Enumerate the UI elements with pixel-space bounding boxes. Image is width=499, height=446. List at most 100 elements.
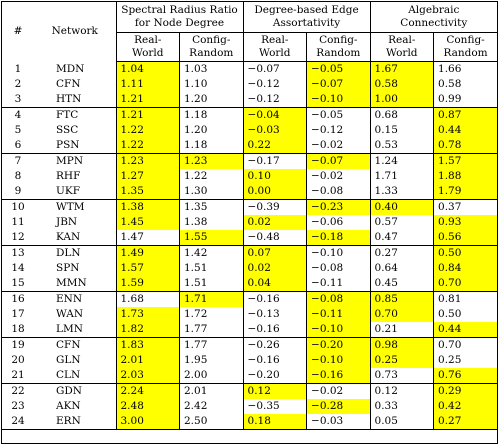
value-cell: −0.26 [242,337,307,353]
value-cell: 0.05 [369,414,434,430]
table-row: 11 JBN 1.45 1.38 0.02 −0.06 0.57 0.93 [2,215,498,230]
value-cell: 1.57 [115,261,180,276]
value-cell: 1.45 [115,215,180,230]
value-cell: 1.22 [115,123,180,138]
value-cell: 3.00 [115,414,180,430]
value-cell: 1.27 [115,169,180,184]
value-cell: 0.27 [369,245,434,261]
row-number: 12 [11,231,25,243]
value-cell: 0.53 [369,138,434,154]
network-name: GLN [56,354,81,366]
value-cell: 0.84 [433,261,498,276]
value-cell: 0.12 [242,383,307,399]
network-name: CFN [56,78,81,90]
value-cell: 1.23 [179,153,244,169]
value-cell: 0.12 [369,383,434,399]
table-row: 4 FTC 1.21 1.18 −0.04 −0.05 0.68 0.87 [2,107,498,123]
value-cell: −0.08 [306,184,371,200]
row-number: 15 [11,277,25,289]
value-cell: 1.49 [115,245,180,261]
value-cell: −0.02 [306,138,371,154]
value-cell: −0.10 [306,322,371,338]
value-cell: −0.48 [242,230,307,246]
value-cell: 0.18 [242,414,307,430]
table-row: 24 ERN 3.00 2.50 0.18 −0.03 0.05 0.27 [2,414,498,430]
value-cell: 1.04 [115,61,180,77]
value-cell: 1.71 [179,291,244,307]
network-name: SPN [56,262,80,274]
value-cell: 0.64 [369,261,434,276]
value-cell: −0.10 [306,92,371,108]
value-cell: 0.99 [433,92,498,108]
value-cell: −0.07 [242,61,307,77]
value-cell: −0.16 [242,353,307,368]
value-cell: 1.51 [179,276,244,292]
table-row: 6 PSN 1.22 1.18 0.22 −0.02 0.53 0.78 [2,138,498,154]
header-network: Network [51,25,98,38]
value-cell: −0.13 [242,307,307,322]
header-group-assortativity: Degree-based Edge Assortativity [242,2,371,33]
network-name: WAN [56,308,84,320]
network-name: MDN [56,62,85,75]
value-cell: 0.27 [433,414,498,430]
value-cell: 1.82 [115,322,180,338]
table-row: 5 SSC 1.22 1.20 −0.03 −0.12 0.15 0.44 [2,123,498,138]
table-row: 19 CFN 1.83 1.77 −0.26 −0.20 0.98 0.70 [2,337,498,353]
table-row: 3 HTN 1.21 1.20 −0.12 −0.10 1.00 0.99 [2,92,498,108]
value-cell: 1.21 [115,92,180,108]
row-number: 22 [2,383,34,399]
table-row: 23 AKN 2.48 2.42 −0.35 −0.28 0.33 0.42 [2,399,498,414]
value-cell: 1.73 [115,307,180,322]
table-body: 1 MDN 1.04 1.03 −0.07 −0.05 1.67 1.66 2 CFN 1.11 1.… [2,61,498,430]
network-name: CFN [34,337,116,353]
subheader-real-world: Real- World [242,32,307,62]
value-cell: −0.11 [306,276,371,292]
value-cell: 0.15 [369,123,434,138]
value-cell: 0.04 [242,276,307,292]
network-name: GDN [34,383,116,399]
value-cell: 0.98 [369,337,434,353]
network-name: WTM [34,199,116,215]
table-row: 18 LMN 1.82 1.77 −0.16 −0.10 0.21 0.44 [2,322,498,338]
row-number: 20 [11,354,25,366]
value-cell: 2.01 [115,353,180,368]
value-cell: −0.23 [306,199,371,215]
network-name: MMN [56,277,87,289]
value-cell: 1.35 [179,199,244,215]
table-row: 20 GLN 2.01 1.95 −0.16 −0.10 0.25 0.25 [2,353,498,368]
table-row: 16 ENN 1.68 1.71 −0.16 −0.08 0.85 0.81 [2,291,498,307]
value-cell: 0.85 [369,291,434,307]
network-name: ENN [34,291,116,307]
value-cell: −0.28 [306,399,371,414]
value-cell: 1.35 [115,184,180,200]
value-cell: 1.59 [115,276,180,292]
value-cell: 2.24 [115,383,180,399]
value-cell: 0.68 [369,107,434,123]
value-cell: 1.77 [179,337,244,353]
value-cell: 0.70 [433,337,498,353]
value-cell: −0.04 [242,107,307,123]
value-cell: 2.48 [115,399,180,414]
table-row: 1 MDN 1.04 1.03 −0.07 −0.05 1.67 1.66 [2,61,498,77]
network-name: FTC [34,107,116,123]
value-cell: 1.21 [115,107,180,123]
value-cell: 1.42 [179,245,244,261]
value-cell: −0.16 [306,368,371,384]
value-cell: 0.47 [369,230,434,246]
value-cell: 0.58 [433,77,498,92]
value-cell: −0.02 [306,169,371,184]
value-cell: −0.05 [306,107,371,123]
subheader-config-random: Config- Random [433,32,498,62]
row-number: 4 [2,107,34,123]
network-name: JBN [56,216,78,228]
value-cell: −0.12 [306,123,371,138]
value-cell: 1.18 [179,138,244,154]
value-cell: 1.24 [369,153,434,169]
value-cell: 0.29 [433,383,498,399]
value-cell: 0.93 [433,215,498,230]
value-cell: 0.25 [369,353,434,368]
value-cell: 2.03 [115,368,180,384]
value-cell: 0.50 [433,245,498,261]
value-cell: −0.16 [242,291,307,307]
